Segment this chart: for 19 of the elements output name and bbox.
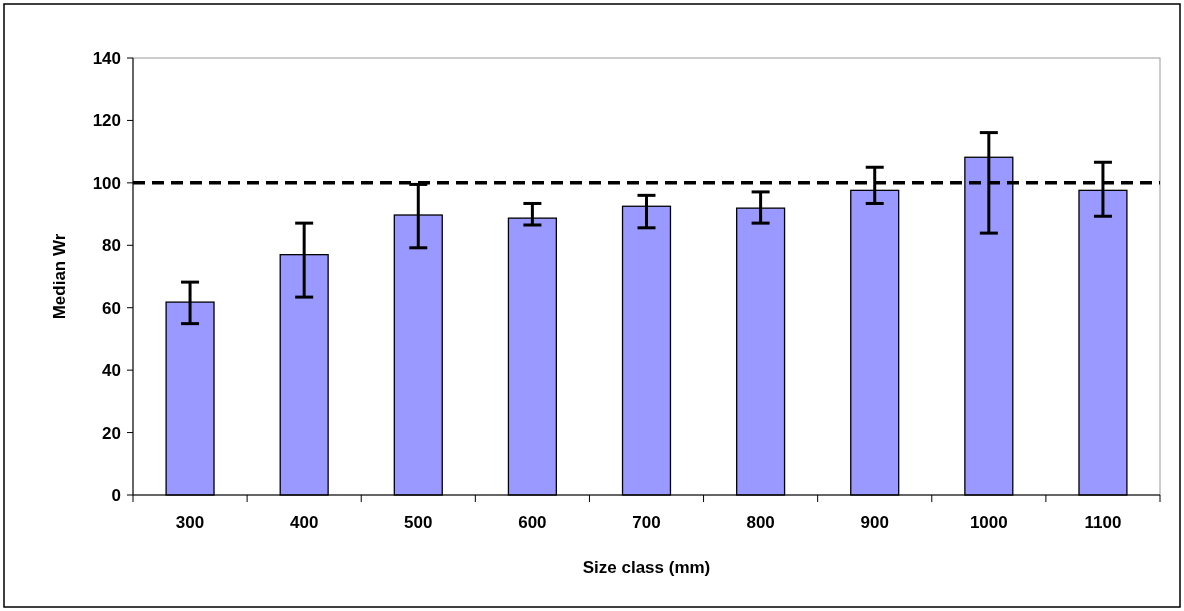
y-tick-label: 100 <box>92 173 121 193</box>
y-tick-label: 0 <box>111 485 121 505</box>
x-tick-label: 800 <box>746 513 775 532</box>
y-tick-label: 20 <box>102 423 121 443</box>
x-axis-title: Size class (mm) <box>582 558 711 577</box>
x-tick-label: 700 <box>632 513 661 532</box>
x-tick-label: 900 <box>860 513 889 532</box>
y-axis-title: Median Wr <box>50 233 69 320</box>
y-tick-label: 140 <box>92 48 121 68</box>
x-tick-label: 400 <box>289 513 319 532</box>
x-tick-label: 1100 <box>1084 513 1122 532</box>
x-tick-label: 1000 <box>969 513 1008 532</box>
y-tick-label: 60 <box>102 298 121 318</box>
y-tick-label: 40 <box>102 361 121 381</box>
y-tick-label: 120 <box>92 111 121 131</box>
x-tick-label: 600 <box>518 513 547 532</box>
x-tick-label: 300 <box>175 513 205 532</box>
x-tick-label: 500 <box>404 513 433 532</box>
y-tick-label: 80 <box>102 236 121 256</box>
